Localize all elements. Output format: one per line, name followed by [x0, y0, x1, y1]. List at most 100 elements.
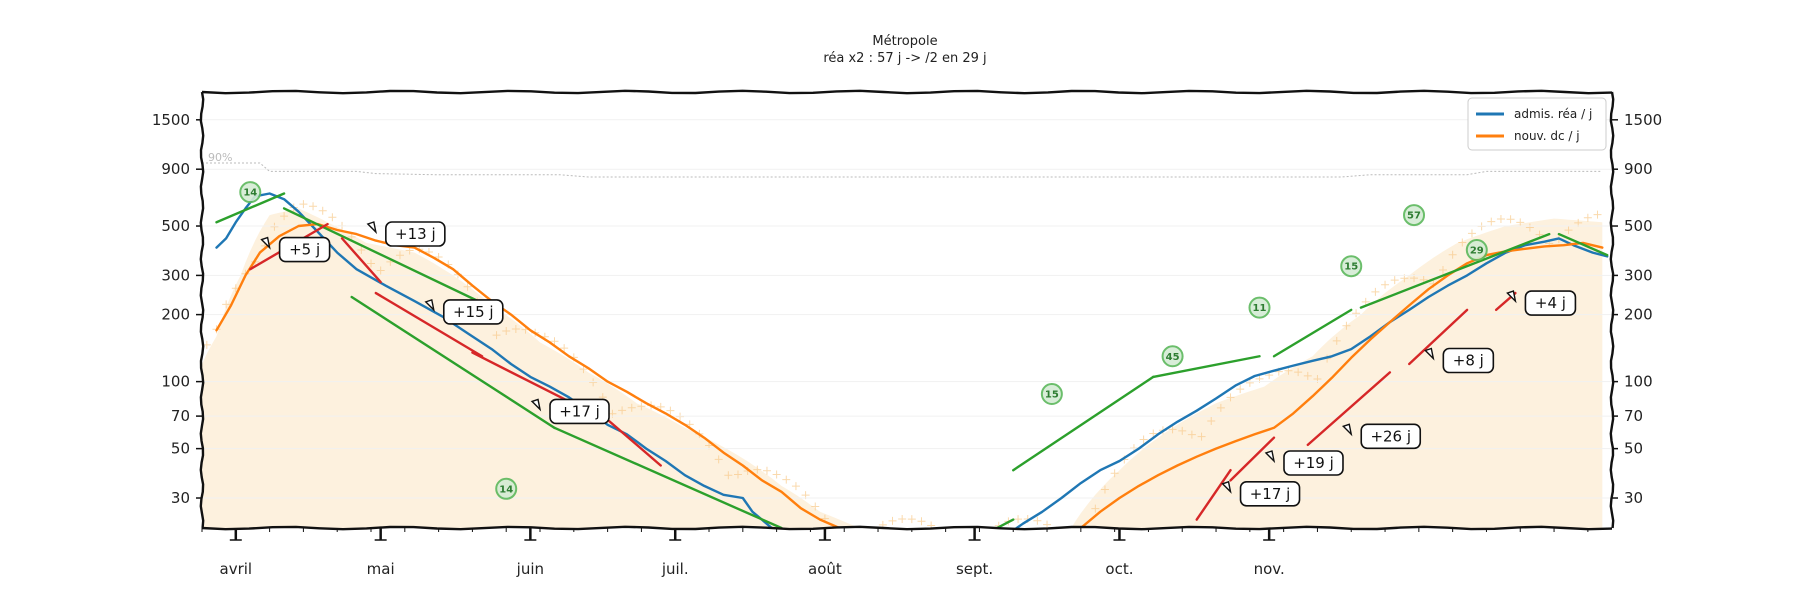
daily-marker [1100, 485, 1109, 494]
daily-marker [985, 528, 993, 536]
lag-annotation-arrow [1506, 290, 1517, 304]
daily-marker [666, 406, 675, 415]
legend-label: nouv. dc / j [1514, 129, 1580, 143]
series-rea-line [215, 192, 773, 528]
daily-marker [1487, 217, 1496, 226]
x-month-label: oct. [1105, 560, 1133, 578]
trend-line [994, 518, 1015, 528]
daily-marker [1332, 336, 1341, 345]
daily-marker [309, 202, 318, 211]
lag-annotation-label: +15 j [453, 303, 494, 321]
daily-marker [1371, 287, 1380, 296]
daily-marker [753, 465, 762, 474]
daily-marker [318, 206, 327, 215]
legend: admis. réa / j nouv. dc / j [1467, 97, 1607, 151]
daily-marker [1496, 214, 1505, 223]
daily-marker [714, 455, 723, 464]
duration-badge-label: 57 [1407, 211, 1421, 222]
y-tick-label-left: 1500 [152, 111, 190, 129]
daily-marker [1062, 534, 1070, 542]
daily-marker [1381, 280, 1390, 289]
lag-annotation-arrow [366, 221, 377, 235]
y-tick-label-left: 500 [161, 217, 190, 235]
daily-marker [1033, 516, 1042, 525]
trend-line [350, 295, 556, 430]
y-tick-label-left: 900 [161, 160, 190, 178]
daily-marker [1216, 403, 1225, 412]
daily-marker [502, 326, 511, 335]
daily-marker [1091, 504, 1100, 513]
plot-clip-group: 90% [202, 119, 1612, 554]
lag-annotation-box [278, 236, 331, 263]
daily-marker [946, 536, 954, 544]
lag-annotation-arrow [1341, 423, 1353, 437]
daily-marker [627, 403, 636, 412]
duration-badge-label: 14 [243, 188, 257, 199]
daily-marker [966, 546, 974, 554]
series-dc-line [1079, 241, 1604, 528]
y-tick-label-right: 30 [1624, 489, 1643, 507]
duration-badge-label: 29 [1470, 246, 1484, 257]
daily-marker [1014, 515, 1023, 524]
lag-line [1229, 436, 1276, 482]
daily-marker [676, 412, 685, 421]
daily-marker [1226, 393, 1235, 402]
y-tick-label-left: 100 [161, 373, 190, 391]
daily-marker [772, 470, 781, 479]
frame-top [201, 89, 1613, 95]
daily-marker [367, 259, 376, 268]
lag-annotation-box [1239, 480, 1301, 507]
y-tick-label-right: 100 [1624, 373, 1653, 391]
daily-marker [724, 471, 733, 480]
series-dc-line [215, 222, 841, 528]
daily-marker [618, 406, 627, 415]
y-tick-label-left: 70 [171, 407, 190, 425]
duration-badge [1161, 345, 1184, 368]
daily-marker [762, 466, 771, 475]
daily-marker [1516, 218, 1525, 227]
daily-marker [1178, 426, 1187, 435]
daily-marker [907, 515, 916, 524]
daily-marker [782, 475, 791, 484]
duration-badge [1248, 296, 1271, 319]
y-tick-label-right: 500 [1624, 217, 1653, 235]
daily-marker [850, 543, 858, 551]
daily-marker [376, 266, 385, 275]
y-tick-label-right: 50 [1624, 440, 1643, 458]
duration-badge-label: 15 [1344, 262, 1358, 273]
daily-marker [1303, 371, 1312, 380]
trend-line [553, 426, 783, 528]
y-tick-label-left: 30 [171, 489, 190, 507]
x-month-label: nov. [1254, 560, 1285, 578]
lag-annotation-label: +17 j [1250, 485, 1291, 503]
lag-annotation-arrow [1424, 347, 1435, 361]
daily-marker [637, 402, 646, 411]
daily-marker [1458, 238, 1467, 247]
daily-marker [840, 541, 848, 549]
lag-annotation-label: +8 j [1453, 352, 1484, 370]
daily-marker [463, 282, 472, 291]
trend-line [1012, 375, 1155, 472]
chart-title: Métropole [872, 34, 937, 49]
trend-line [1557, 232, 1609, 257]
duration-badge-label: 45 [1166, 352, 1180, 363]
lag-annotation-label: +13 j [395, 225, 436, 243]
daily-marker [328, 213, 337, 222]
lag-line [1195, 469, 1232, 521]
daily-marker [956, 546, 964, 554]
daily-marker [1390, 276, 1399, 285]
y-tick-label-left: 50 [171, 440, 190, 458]
frame-left [199, 91, 205, 529]
daily-marker [1149, 429, 1158, 438]
duration-badge-label: 14 [499, 484, 513, 495]
daily-marker [270, 222, 279, 231]
daily-marker [1564, 226, 1573, 235]
daily-marker [1207, 416, 1216, 425]
legend-label: admis. réa / j [1514, 107, 1592, 121]
lag-annotation-arrow [424, 298, 435, 313]
y-tick-label-left: 200 [161, 306, 190, 324]
daily-marker [733, 470, 742, 479]
daily-marker [1525, 223, 1534, 232]
